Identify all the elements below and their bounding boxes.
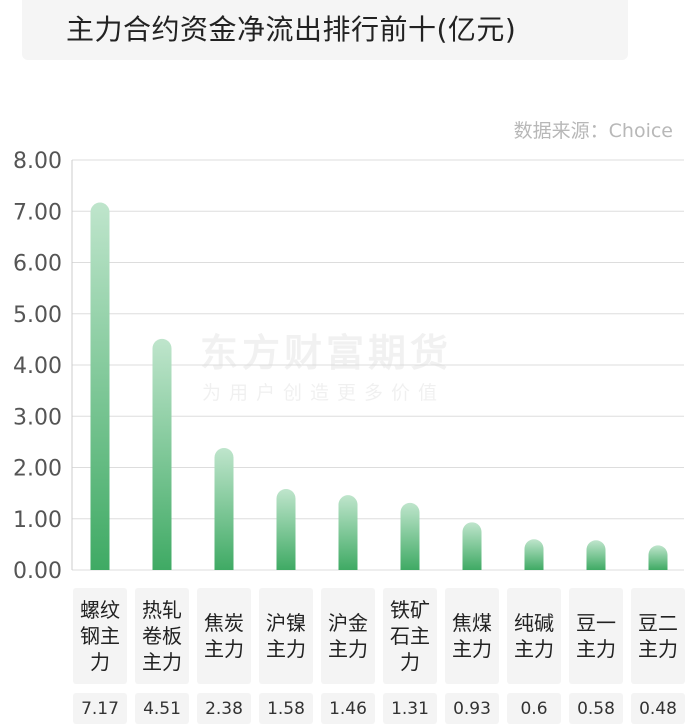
y-tick-label: 4.00: [13, 354, 62, 379]
x-category-label: 螺纹 钢主力: [73, 588, 127, 684]
category-line: 沪镍: [266, 611, 306, 635]
watermark-slogan: 为用户创造更多价值: [202, 382, 446, 404]
value-label: 7.17: [73, 693, 127, 724]
category-line: 力: [400, 650, 420, 674]
bar: [276, 489, 296, 570]
x-category-label: 豆二 主力: [631, 588, 685, 684]
y-tick-label: 8.00: [13, 149, 62, 174]
title-box: 主力合约资金净流出排行前十(亿元): [22, 0, 628, 60]
category-line: 卷板: [142, 624, 182, 648]
x-category-label: 热轧 卷板 主力: [135, 588, 189, 684]
bar: [90, 202, 110, 570]
value-label: 4.51: [135, 693, 189, 724]
value-label: 2.38: [197, 693, 251, 724]
category-line: 螺纹: [80, 598, 120, 622]
watermark-brand: 东方财富期货: [200, 331, 453, 375]
value-label: 0.6: [507, 693, 561, 724]
category-line: 主力: [142, 650, 182, 674]
x-category-label: 焦炭 主力: [197, 588, 251, 684]
category-line: 主力: [204, 637, 244, 661]
y-tick-label: 6.00: [13, 252, 62, 277]
category-line: 沪金: [328, 611, 368, 635]
bar: [400, 502, 420, 570]
bar: [338, 495, 358, 570]
category-line: 石主: [390, 624, 430, 648]
bar: [214, 448, 234, 570]
category-line: 钢主: [80, 624, 120, 648]
category-line: 热轧: [142, 598, 182, 622]
value-label: 0.58: [569, 693, 623, 724]
bar: [524, 539, 544, 570]
value-label: 1.58: [259, 693, 313, 724]
value-label: 0.48: [631, 693, 685, 724]
value-label: 1.31: [383, 693, 437, 724]
y-tick-label: 5.00: [13, 303, 62, 328]
x-category-label: 铁矿 石主力: [383, 588, 437, 684]
x-category-label: 纯碱 主力: [507, 588, 561, 684]
bar: [152, 338, 172, 570]
category-line: 力: [90, 650, 110, 674]
bar: [462, 522, 482, 570]
bar: [586, 540, 606, 570]
category-line: 豆一: [576, 611, 616, 635]
value-label: 1.46: [321, 693, 375, 724]
x-category-label: 焦煤 主力: [445, 588, 499, 684]
y-tick-label: 7.00: [13, 200, 62, 225]
bar: [648, 545, 668, 570]
y-tick-label: 1.00: [13, 508, 62, 533]
y-tick-label: 2.00: [13, 457, 62, 482]
x-category-label: 豆一 主力: [569, 588, 623, 684]
category-line: 主力: [328, 637, 368, 661]
category-line: 纯碱: [514, 611, 554, 635]
category-line: 豆二: [638, 611, 678, 635]
category-line: 主力: [452, 637, 492, 661]
x-category-label: 沪镍 主力: [259, 588, 313, 684]
source-label: 数据来源：Choice: [513, 120, 673, 142]
chart-title: 主力合约资金净流出排行前十(亿元): [66, 13, 517, 46]
category-line: 主力: [638, 637, 678, 661]
category-line: 焦煤: [452, 611, 492, 635]
category-line: 铁矿: [390, 598, 430, 622]
y-tick-label: 3.00: [13, 405, 62, 430]
category-line: 主力: [576, 637, 616, 661]
x-category-label: 沪金 主力: [321, 588, 375, 684]
category-line: 焦炭: [204, 611, 244, 635]
y-tick-label: 0.00: [13, 559, 62, 584]
category-line: 主力: [266, 637, 306, 661]
value-label: 0.93: [445, 693, 499, 724]
category-line: 主力: [514, 637, 554, 661]
